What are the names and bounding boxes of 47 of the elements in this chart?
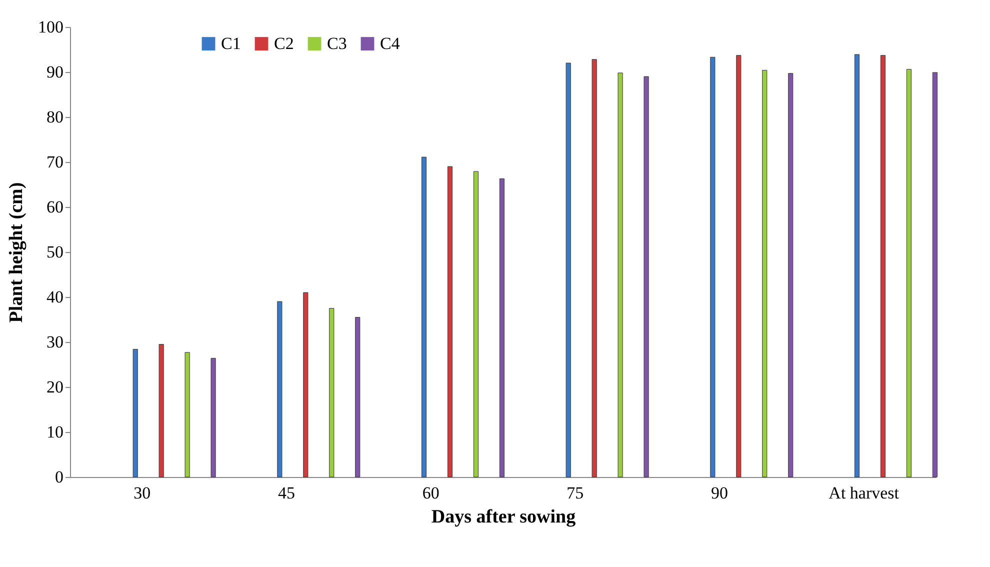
legend-label: C3: [327, 34, 347, 53]
bar: [421, 156, 427, 478]
x-tick-label: At harvest: [828, 484, 900, 502]
y-axis-title: Plant height (cm): [6, 182, 27, 323]
bar: [932, 72, 938, 478]
bar: [880, 55, 886, 478]
bar: [736, 55, 742, 478]
bar: [355, 317, 360, 478]
bar: [762, 70, 768, 478]
bar: [210, 358, 216, 478]
bar: [447, 166, 453, 478]
y-tick-label: 40: [46, 288, 64, 306]
bar: [788, 73, 794, 478]
y-tick-label: 80: [46, 108, 64, 126]
y-tick-label: 10: [46, 422, 64, 442]
y-tick-label: 0: [55, 468, 64, 486]
bar: [184, 352, 190, 478]
bar: [854, 54, 860, 478]
bar: [303, 292, 308, 478]
y-tick-label: 50: [46, 242, 64, 262]
x-tick-label: 45: [278, 484, 295, 502]
bar: [644, 76, 649, 478]
bar: [566, 62, 571, 478]
bar: [710, 56, 716, 478]
x-tick-label: 90: [711, 484, 728, 502]
legend-label: C1: [221, 34, 241, 53]
bar: [158, 344, 164, 478]
bar: [592, 59, 597, 478]
bar: [132, 348, 138, 478]
y-tick-label: 30: [46, 332, 64, 352]
y-tick-label: 70: [46, 152, 64, 172]
bar: [473, 171, 478, 478]
bar: [499, 178, 504, 478]
y-tick-label: 100: [38, 18, 64, 36]
x-tick-label: 30: [134, 484, 151, 502]
legend-label: C2: [274, 34, 294, 53]
x-tick-label: 75: [566, 484, 584, 502]
bar: [906, 69, 912, 478]
y-tick-label: 90: [46, 62, 64, 82]
x-axis-title: Days after sowing: [431, 506, 576, 528]
y-tick-label: 60: [46, 198, 64, 216]
bar: [329, 308, 334, 478]
bar: [277, 301, 282, 478]
bar: [618, 72, 623, 478]
x-tick-label: 60: [422, 484, 440, 502]
y-tick-label: 20: [46, 378, 64, 396]
legend-label: C4: [380, 34, 400, 53]
